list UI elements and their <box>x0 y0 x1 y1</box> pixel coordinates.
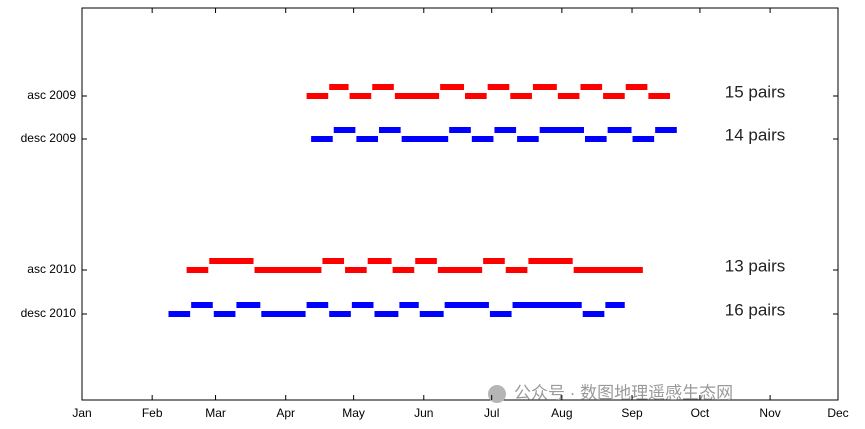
pair-bar <box>415 258 437 264</box>
x-tick-label: Feb <box>142 406 163 420</box>
pair-bar <box>399 302 419 308</box>
pair-bar <box>607 127 632 133</box>
pair-bar <box>191 302 213 308</box>
pair-bar <box>437 267 483 273</box>
x-tick-label: Nov <box>759 406 780 420</box>
pair-bar <box>605 302 625 308</box>
pair-bar <box>532 84 557 90</box>
x-tick-label: Jan <box>72 406 91 420</box>
pair-bar <box>209 258 254 264</box>
pair-bar <box>440 84 465 90</box>
y-tick-label: desc 2010 <box>21 306 77 320</box>
pair-bar <box>573 267 643 273</box>
pair-bar <box>580 84 603 90</box>
pair-bar <box>329 84 349 90</box>
pairs-label: 14 pairs <box>725 125 785 144</box>
x-tick-label: Aug <box>551 406 572 420</box>
pair-bar <box>213 311 236 317</box>
pair-bar <box>419 311 444 317</box>
pairs-label: 13 pairs <box>725 256 785 275</box>
pair-bar <box>510 93 532 99</box>
pair-bar <box>306 93 329 99</box>
pair-bar <box>254 267 322 273</box>
pair-bar <box>379 127 401 133</box>
y-tick-label: desc 2009 <box>21 131 77 145</box>
x-tick-label: Sep <box>621 406 643 420</box>
pair-bar <box>374 311 399 317</box>
pair-bar <box>449 127 471 133</box>
pair-bar <box>306 302 329 308</box>
pair-bar <box>505 267 528 273</box>
x-tick-label: Mar <box>205 406 226 420</box>
pair-bar <box>517 136 539 142</box>
pair-bar <box>261 311 306 317</box>
pair-bar <box>333 127 356 133</box>
pair-bar <box>632 136 655 142</box>
pair-bar <box>528 258 573 264</box>
pair-bar <box>392 267 415 273</box>
pair-bar <box>367 258 392 264</box>
x-tick-label: May <box>342 406 365 420</box>
pair-bar <box>648 93 671 99</box>
pair-bar <box>372 84 394 90</box>
pair-bar <box>401 136 449 142</box>
pair-bar <box>465 93 487 99</box>
plot-frame <box>81 7 839 401</box>
pair-bar <box>625 84 648 90</box>
pair-bar <box>351 302 374 308</box>
pair-bar <box>345 267 367 273</box>
pair-bar <box>168 311 191 317</box>
pair-bar <box>186 267 209 273</box>
pair-bar <box>557 93 580 99</box>
pairs-label: 15 pairs <box>725 82 785 101</box>
pair-bar <box>512 302 582 308</box>
pair-bar <box>539 127 584 133</box>
pair-bar <box>311 136 333 142</box>
pair-bar <box>236 302 261 308</box>
pair-bar <box>329 311 351 317</box>
watermark: 公众号 · 数图地理遥感生态网 <box>514 383 733 402</box>
pair-bar <box>444 302 489 308</box>
pair-bar <box>356 136 379 142</box>
pair-bar <box>322 258 345 264</box>
pair-bar <box>655 127 677 133</box>
pair-bar <box>487 84 510 90</box>
pair-bar <box>582 311 605 317</box>
pair-bar <box>494 127 517 133</box>
pair-bar <box>471 136 494 142</box>
pair-bar <box>349 93 372 99</box>
y-tick-label: asc 2009 <box>27 88 76 102</box>
pairs-label: 16 pairs <box>725 300 785 319</box>
y-tick-label: asc 2010 <box>27 262 76 276</box>
pair-bar <box>394 93 440 99</box>
pair-bar <box>483 258 505 264</box>
x-tick-label: Jul <box>484 406 499 420</box>
pair-bar <box>489 311 512 317</box>
x-tick-label: Oct <box>691 406 710 420</box>
pair-bar <box>584 136 607 142</box>
x-tick-label: Apr <box>276 406 295 420</box>
watermark-icon <box>488 385 506 403</box>
x-tick-label: Jun <box>414 406 433 420</box>
x-tick-label: Dec <box>827 406 848 420</box>
pair-bar <box>603 93 625 99</box>
